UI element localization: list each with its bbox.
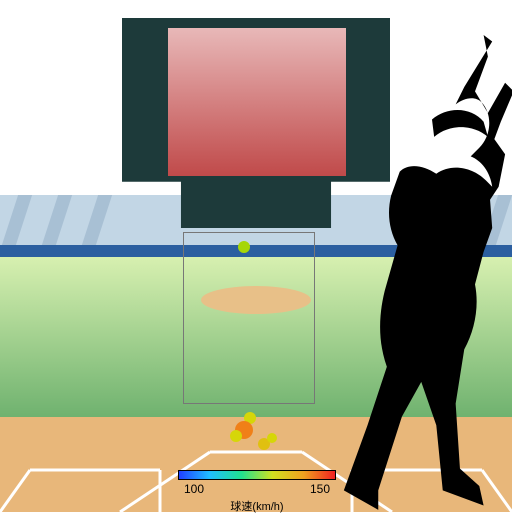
pitch-marker <box>267 433 277 443</box>
legend-gradient-bar <box>178 470 336 480</box>
pitch-marker <box>238 241 250 253</box>
legend-tick-min: 100 <box>184 482 204 496</box>
legend-ticks: 100 150 <box>178 482 336 496</box>
pitch-marker <box>230 430 242 442</box>
pitch-chart-scene: 100 150 球速(km/h) <box>0 0 512 512</box>
legend-tick-max: 150 <box>310 482 330 496</box>
batter-silhouette <box>303 35 512 512</box>
velocity-legend: 100 150 球速(km/h) <box>178 470 336 514</box>
